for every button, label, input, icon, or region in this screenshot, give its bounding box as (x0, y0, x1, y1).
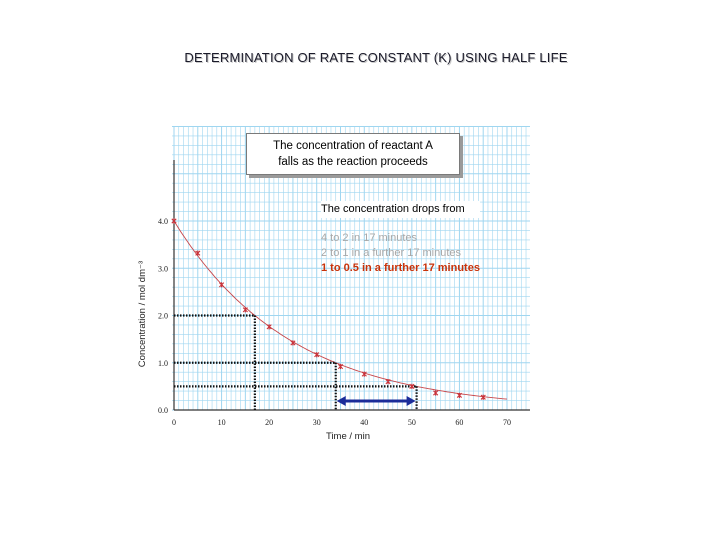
data-point (480, 394, 486, 400)
x-tick-label: 10 (218, 418, 226, 427)
data-point (409, 383, 415, 389)
data-point (266, 324, 272, 330)
data-point (337, 363, 344, 370)
note-line-3: 1 to 0.5 in a further 17 minutes (321, 262, 480, 274)
y-tick-label: 2.0 (158, 312, 168, 321)
callout-box: The concentration of reactant A falls as… (246, 133, 460, 175)
y-tick-label: 4.0 (158, 217, 168, 226)
x-tick-label: 70 (503, 418, 511, 427)
half-life-arrow-layer (336, 396, 416, 406)
data-point (171, 218, 177, 224)
data-point (456, 392, 463, 398)
data-point (314, 352, 320, 358)
x-tick-label: 40 (360, 418, 368, 427)
x-tick-label: 60 (455, 418, 463, 427)
tick-labels: 0 10 20 30 40 50 60 70 0.0 1.0 2.0 3.0 4.0 (158, 217, 511, 427)
slide-title: DETERMINATION OF RATE CONSTANT (K) USING… (184, 50, 568, 65)
y-tick-label: 3.0 (158, 264, 168, 273)
chart-axes (173, 160, 530, 411)
callout-line-2: falls as the reaction proceeds (278, 156, 428, 168)
note-title: The concentration drops from (321, 201, 480, 218)
x-tick-label: 0 (172, 418, 176, 427)
arrow-head-right (406, 396, 416, 406)
data-point (195, 250, 201, 256)
y-axis-label: Concentration / mol dm⁻³ (137, 261, 148, 367)
note-line-2: 2 to 1 in a further 17 minutes (321, 247, 462, 259)
note-line-1: 4 to 2 in 17 minutes (321, 232, 418, 244)
half-life-note: The concentration drops from 4 to 2 in 1… (321, 201, 480, 276)
note-lines: 4 to 2 in 17 minutes 2 to 1 in a further… (321, 231, 480, 276)
half-life-guides (174, 314, 418, 410)
data-point (242, 307, 248, 313)
x-tick-label: 20 (265, 418, 273, 427)
x-tick-label: 50 (408, 418, 416, 427)
data-point (218, 282, 225, 288)
y-tick-label: 1.0 (158, 359, 168, 368)
data-point (290, 340, 296, 346)
data-points (171, 218, 486, 400)
data-point (433, 390, 439, 396)
data-point (361, 371, 367, 377)
x-axis-label: Time / min (326, 431, 370, 442)
callout-line-1: The concentration of reactant A (273, 140, 433, 152)
arrow-head-left (336, 396, 346, 406)
data-point (385, 379, 391, 385)
x-tick-label: 30 (313, 418, 321, 427)
y-tick-label: 0.0 (158, 406, 168, 415)
